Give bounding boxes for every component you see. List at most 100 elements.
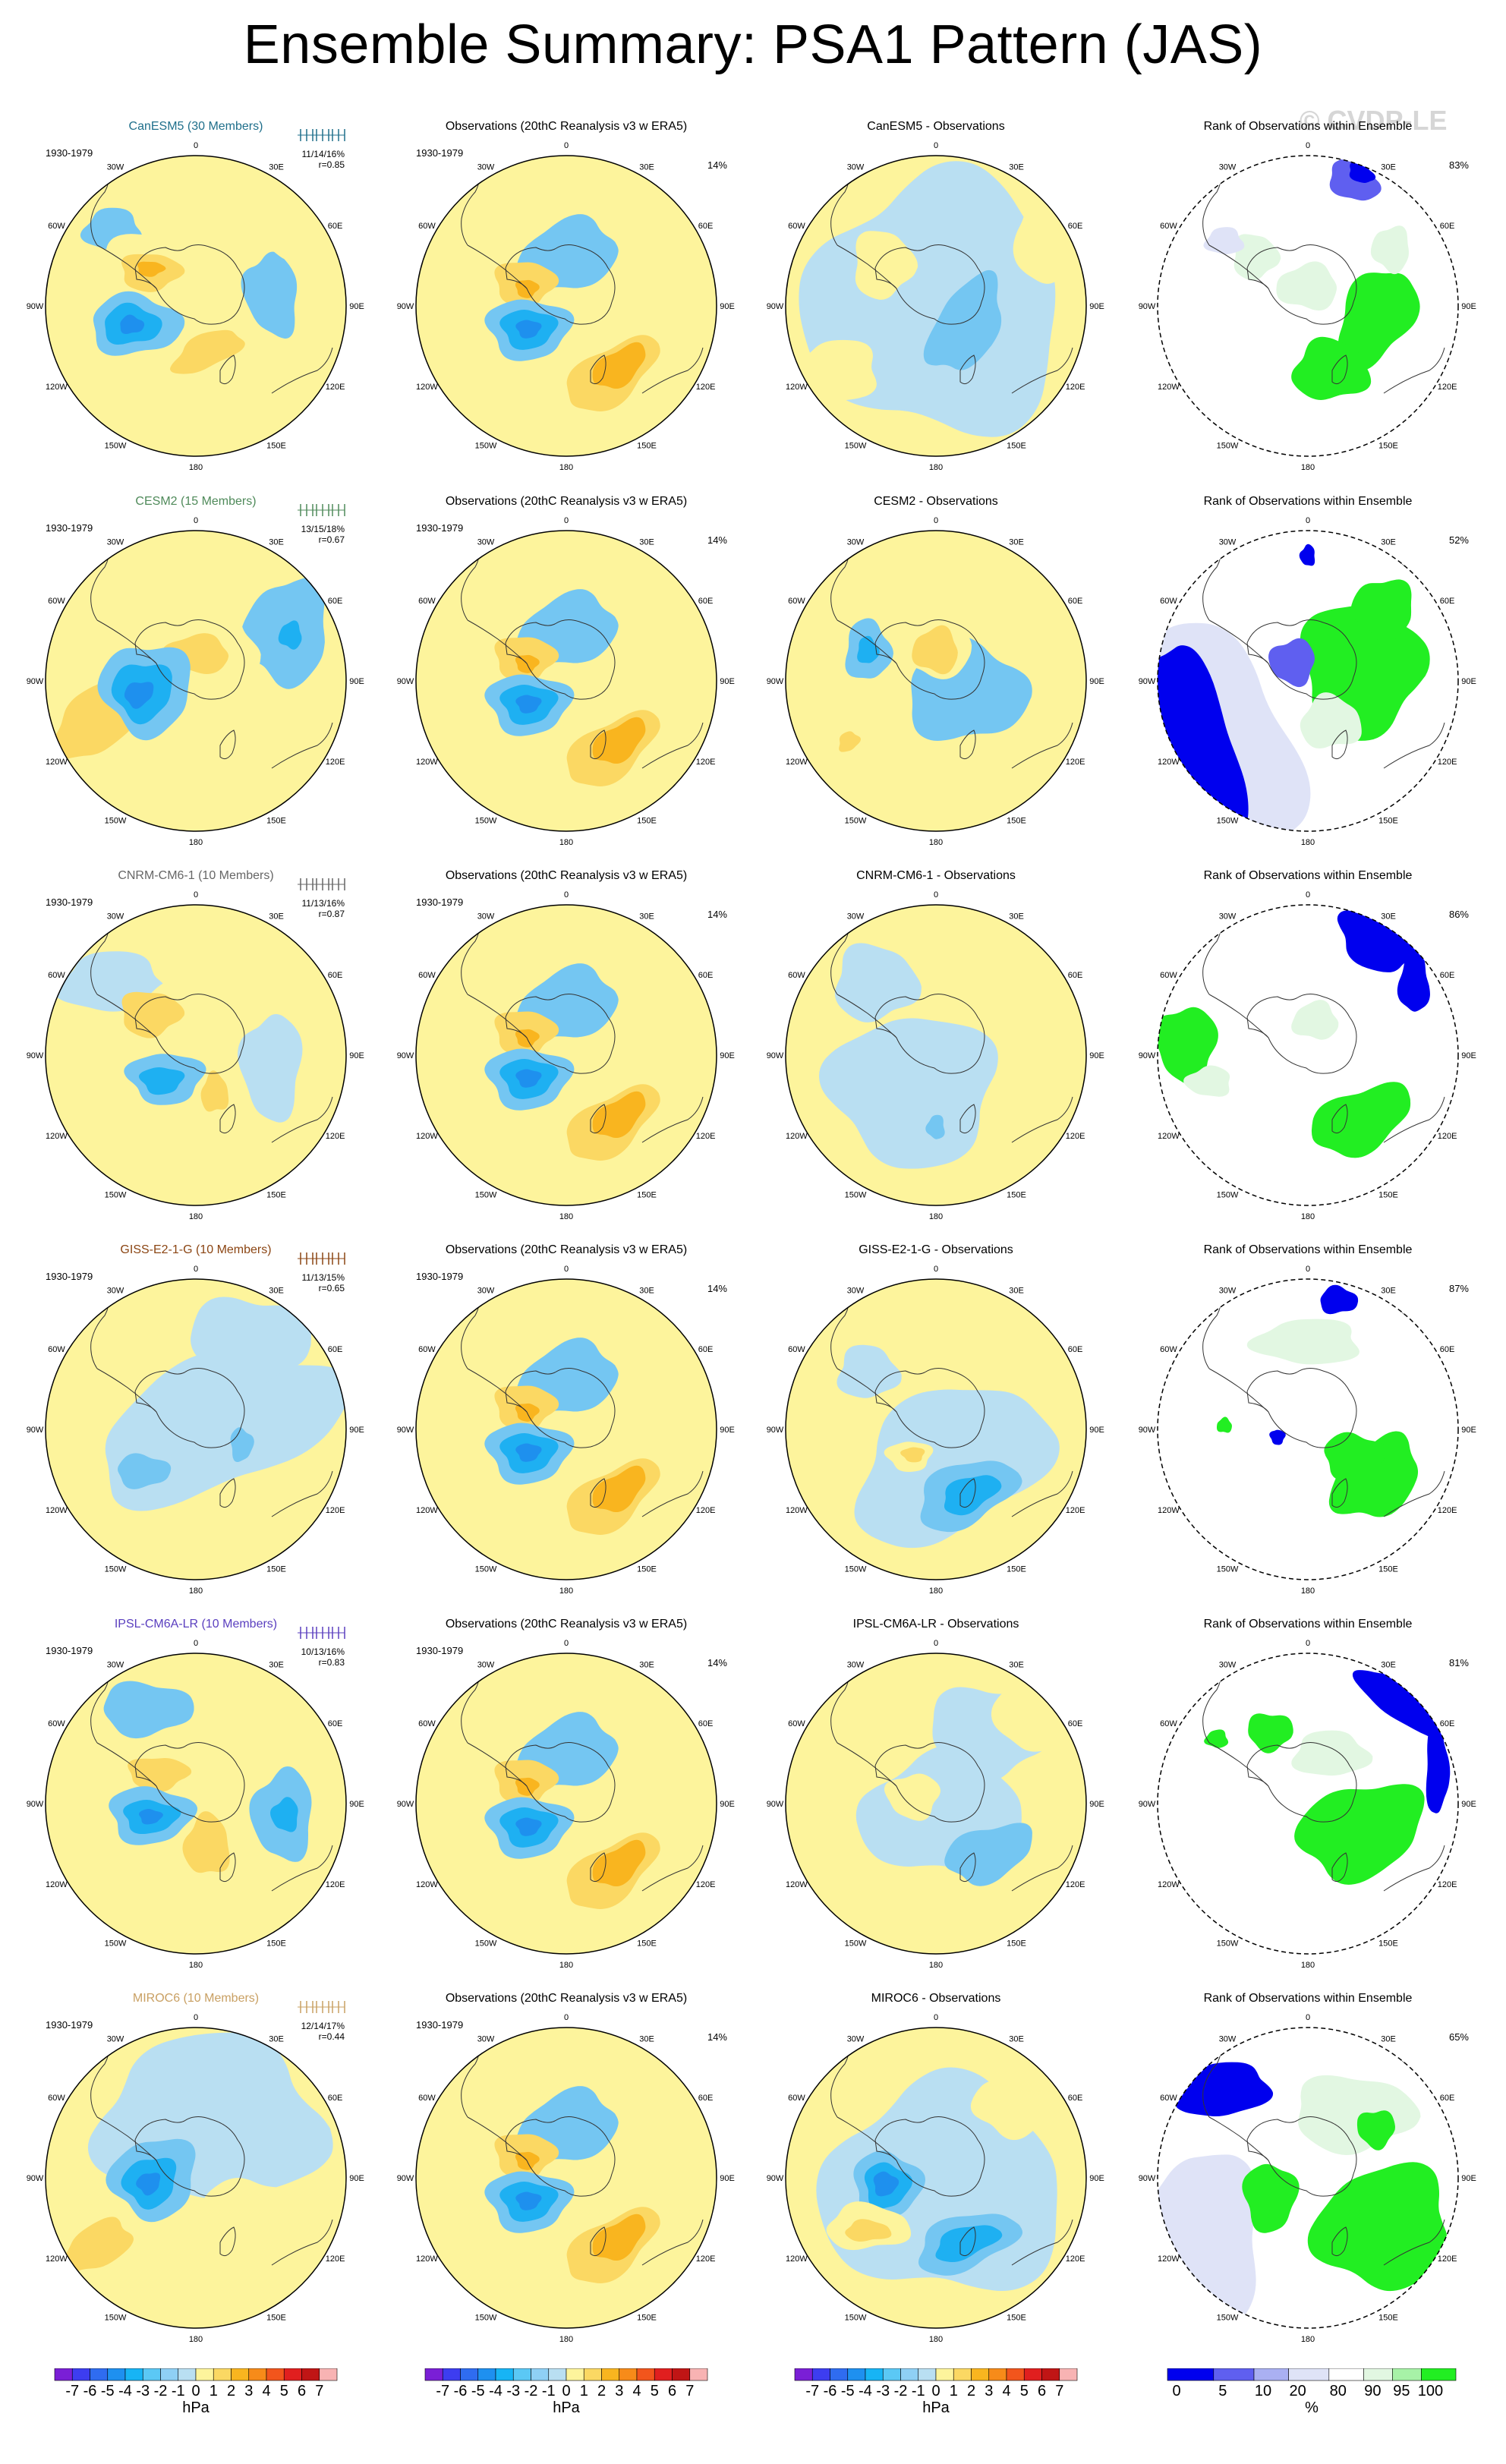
longitude-label: 60E [1068, 222, 1083, 231]
colorbar-swatch [90, 2368, 109, 2381]
colorbar-swatch [283, 2368, 302, 2381]
longitude-label: 180 [189, 2335, 203, 2344]
colorbar-tick: -1 [912, 2383, 925, 2399]
longitude-label: 150E [1007, 1191, 1026, 1200]
longitude-label: 30W [847, 912, 865, 921]
colorbar-hpa: -7 -6 -5 -4 -3 -2 -1 0 1 2 3 4 5 6 7 hPa [794, 2368, 1078, 2416]
colorbar-swatch [900, 2368, 919, 2381]
pattern-correlation: r=0.87 [318, 909, 345, 919]
longitude-label: 0 [934, 1265, 938, 1274]
longitude-label: 180 [189, 1586, 203, 1596]
colorbar-tick: 0 [191, 2383, 200, 2399]
longitude-label: 120W [1158, 1880, 1180, 1889]
longitude-label: 90E [1461, 1051, 1476, 1060]
longitude-label: 30E [269, 162, 284, 172]
colorbar-tick: 95 [1393, 2383, 1410, 2399]
longitude-label: 30E [1009, 1286, 1024, 1295]
longitude-label: 0 [564, 1265, 569, 1274]
longitude-label: 0 [194, 890, 198, 900]
longitude-label: 150E [266, 2314, 286, 2323]
longitude-label: 0 [564, 1639, 569, 1648]
colorbar-tick: -5 [101, 2383, 115, 2399]
longitude-label: 120W [786, 2254, 808, 2264]
longitude-label: 90E [349, 1426, 364, 1435]
longitude-label: 30E [1009, 537, 1024, 547]
polar-map: 0 30E 60E 90E 120E 150E 180 150W 120W 90W 60W 30W [1139, 890, 1476, 1221]
variance-explained: 11/13/16% [301, 898, 345, 909]
longitude-label: 0 [1306, 1639, 1310, 1648]
colorbar-tick: 20 [1289, 2383, 1306, 2399]
map-panel-cnrm-cm6-1-diff: CNRM-CM6-1 - Observations 0 30E 60E 90E 120E 1… [761, 869, 1111, 1221]
colorbar-tick: 4 [632, 2383, 641, 2399]
variance-stats: 11/13/15% r=0.65 [302, 1272, 345, 1293]
period-label: 1930-1979 [46, 1645, 93, 1656]
colorbar-tick: -7 [805, 2383, 819, 2399]
longitude-label: 60W [418, 2094, 436, 2103]
longitude-label: 150W [105, 442, 127, 451]
longitude-label: 120W [1158, 758, 1180, 767]
diff-title: CanESM5 - Observations [867, 120, 1005, 133]
longitude-label: 120E [1438, 758, 1457, 767]
colorbar-tick: -7 [436, 2383, 449, 2399]
longitude-label: 120W [786, 758, 808, 767]
longitude-label: 120E [1066, 2254, 1085, 2264]
longitude-label: 60E [1068, 2094, 1083, 2103]
longitude-label: 150W [1217, 1939, 1239, 1949]
map-panel-canesm5-obs: Observations (20thC Reanalysis v3 w ERA5… [392, 120, 741, 472]
longitude-label: 60E [1440, 222, 1455, 231]
longitude-label: 150E [1378, 1939, 1398, 1949]
rank-percent: 52% [1448, 534, 1469, 546]
longitude-label: 180 [929, 838, 943, 847]
longitude-label: 150E [637, 1939, 657, 1949]
colorbar-tick: 3 [985, 2383, 993, 2399]
longitude-label: 90E [1089, 2174, 1104, 2183]
colorbar-swatch [953, 2368, 972, 2381]
period-label: 1930-1979 [416, 2019, 464, 2031]
longitude-label: 60E [698, 222, 714, 231]
longitude-label: 150E [266, 442, 286, 451]
longitude-label: 150W [475, 1939, 497, 1949]
map-panel-canesm5-diff: CanESM5 - Observations 0 30E 60E 90E 120E 150E… [761, 120, 1111, 472]
pattern-correlation: r=0.67 [318, 534, 345, 545]
longitude-label: 60W [418, 1719, 436, 1728]
member-tick-strip [298, 2001, 345, 2013]
longitude-label: 0 [1306, 2013, 1310, 2022]
longitude-label: 180 [1301, 1212, 1315, 1221]
longitude-label: 120W [786, 1132, 808, 1141]
longitude-label: 30E [1381, 1286, 1396, 1295]
longitude-label: 90E [720, 1051, 735, 1060]
longitude-label: 90E [1461, 1800, 1476, 1809]
colorbar-swatch [918, 2368, 937, 2381]
rank-percent: 86% [1448, 909, 1469, 920]
model-title: MIROC6 (10 Members) [132, 1992, 260, 2005]
polar-map: 0 30E 60E 90E 120E 150E 180 150W 120W 90W 60W 30W [397, 1265, 735, 1596]
colorbar-swatch [882, 2368, 901, 2381]
longitude-label: 30W [107, 912, 124, 921]
longitude-label: 120W [46, 1880, 68, 1889]
longitude-label: 30W [477, 1286, 495, 1295]
longitude-label: 90E [1089, 1800, 1104, 1809]
longitude-label: 150W [1217, 817, 1239, 826]
longitude-label: 150E [637, 1565, 657, 1574]
longitude-label: 0 [194, 516, 198, 525]
map-panel-cesm2-model: CESM2 (15 Members) 1930-1979 13/15/18% r=0.… [21, 495, 370, 847]
colorbar-swatch [213, 2368, 232, 2381]
longitude-label: 30E [1009, 2034, 1024, 2043]
colorbar-tick: -2 [525, 2383, 538, 2399]
longitude-label: 180 [559, 1586, 573, 1596]
longitude-label: 60W [788, 1345, 805, 1354]
polar-map: 0 30E 60E 90E 120E 150E 180 150W 120W 90W 60W 30W [397, 2013, 735, 2344]
longitude-label: 180 [929, 1212, 943, 1221]
longitude-label: 120W [1158, 1132, 1180, 1141]
colorbar-tick: 7 [1055, 2383, 1063, 2399]
longitude-label: 90E [720, 2174, 735, 2183]
variance-stats: 10/13/16% r=0.83 [301, 1646, 345, 1668]
longitude-label: 60W [788, 971, 805, 980]
longitude-label: 150E [1007, 1939, 1026, 1949]
obs-title: Observations (20thC Reanalysis v3 w ERA5… [445, 120, 688, 133]
colorbar-swatch [1167, 2368, 1215, 2381]
colorbar-swatch [672, 2368, 691, 2381]
colorbar-tick: -5 [471, 2383, 485, 2399]
colorbar-tick: 80 [1330, 2383, 1347, 2399]
longitude-label: 150W [1217, 442, 1239, 451]
